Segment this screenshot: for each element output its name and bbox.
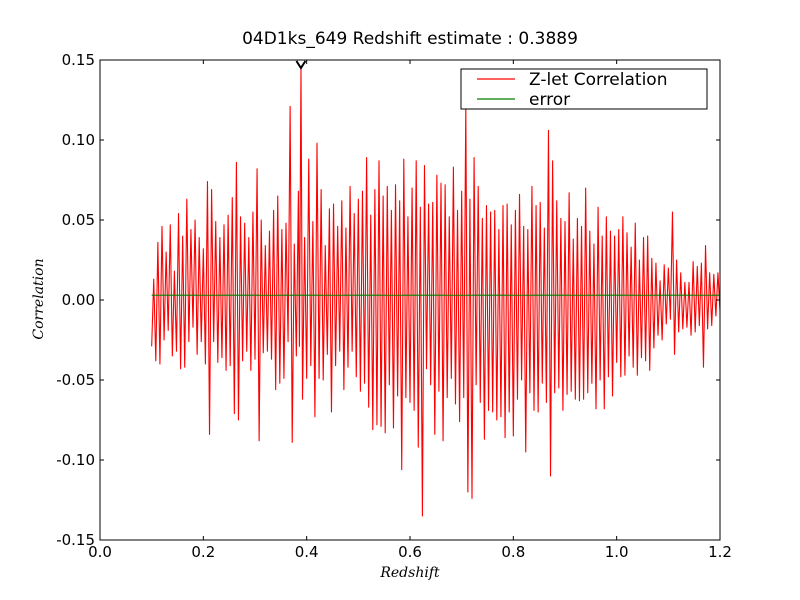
x-tick-label: 0.2 [191, 543, 215, 561]
plot-area [99, 59, 721, 541]
x-axis-ticks: 0.0 0.2 0.4 0.6 0.8 1.0 1.2 [88, 60, 732, 561]
x-tick-label: 1.2 [708, 543, 732, 561]
legend-correlation-label: Z-let Correlation [529, 70, 667, 90]
y-tick-label: -0.05 [56, 371, 95, 389]
legend-error-label: error [529, 90, 570, 110]
y-tick-label: 0.15 [62, 51, 95, 69]
y-tick-label: 0.00 [62, 291, 95, 309]
x-tick-label: 0.6 [398, 543, 422, 561]
legend: Z-let Correlation error [460, 68, 708, 110]
y-tick-label: -0.10 [56, 451, 95, 469]
x-tick-label: 0.8 [501, 543, 525, 561]
x-axis-label: Redshift [379, 565, 440, 581]
y-axis-ticks: -0.15 -0.10 -0.05 0.00 0.05 0.10 0.15 [56, 51, 720, 549]
chart-title: 04D1ks_649 Redshift estimate : 0.3889 [242, 29, 578, 49]
redshift-estimate-marker [295, 60, 307, 70]
y-tick-label: 0.10 [62, 131, 95, 149]
y-tick-label: 0.05 [62, 211, 95, 229]
x-tick-label: 0.4 [295, 543, 319, 561]
x-tick-label: 1.0 [605, 543, 629, 561]
legend-box [460, 68, 708, 110]
y-axis-label: Correlation [31, 258, 47, 339]
y-tick-label: -0.15 [56, 531, 95, 549]
correlation-series-line [151, 65, 721, 517]
x-tick-label: 0.0 [88, 543, 112, 561]
